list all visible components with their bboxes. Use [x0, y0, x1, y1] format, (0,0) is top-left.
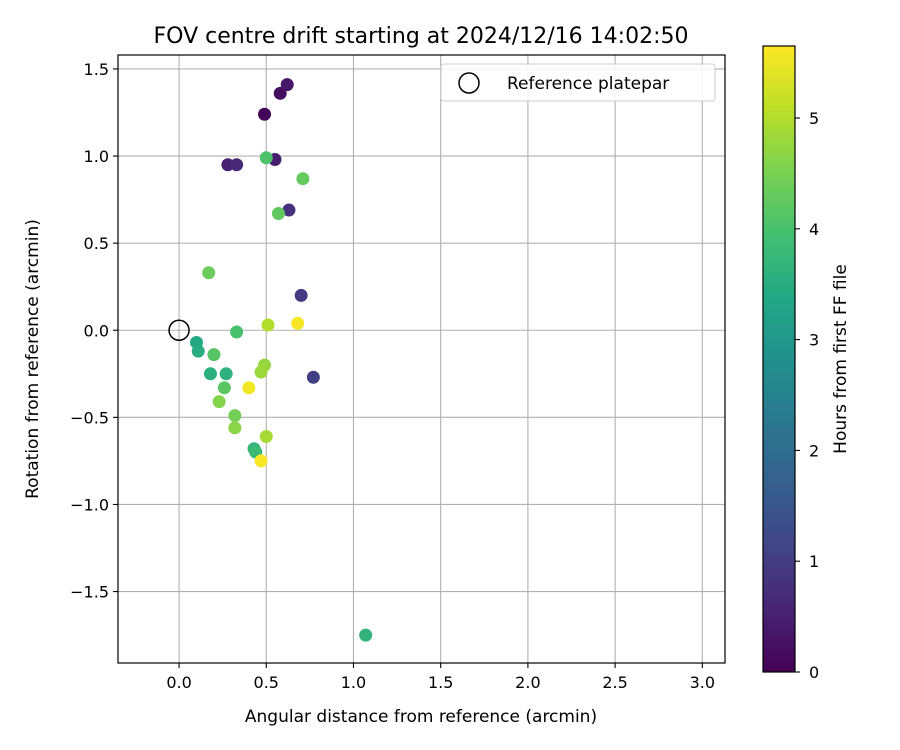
colorbar-tick-label: 4 — [809, 220, 819, 239]
colorbar-tick-label: 5 — [809, 109, 819, 128]
y-tick-label: 0.0 — [84, 321, 109, 340]
y-axis-ticks: 1.5 1.0 0.5 0.0 −0.5 −1.0 −1.5 — [70, 60, 118, 602]
y-tick-label: −1.5 — [70, 583, 109, 602]
y-tick-label: 1.0 — [84, 147, 109, 166]
legend-reference-marker — [458, 72, 480, 94]
data-point — [242, 381, 256, 395]
colorbar-label: Hours from first FF file — [831, 264, 851, 454]
grid — [118, 55, 725, 663]
data-point — [254, 454, 268, 468]
data-point — [259, 151, 273, 165]
data-point — [230, 325, 244, 339]
data-point — [258, 107, 272, 121]
colorbar-ticks: 0 1 2 3 4 5 — [795, 109, 819, 682]
data-point — [282, 203, 296, 217]
data-point — [291, 316, 305, 330]
data-point — [273, 86, 287, 100]
y-axis-label: Rotation from reference (arcmin) — [23, 219, 43, 499]
data-point — [280, 78, 294, 92]
x-tick-label: 2.5 — [602, 673, 627, 692]
legend: Reference platepar — [440, 63, 716, 102]
data-point — [359, 628, 373, 642]
data-point — [261, 318, 275, 332]
x-tick-label: 0.0 — [166, 673, 191, 692]
reference-platepar-marker — [168, 319, 190, 342]
data-point — [217, 381, 231, 395]
data-point — [228, 421, 242, 435]
data-point — [202, 266, 216, 280]
data-points — [189, 78, 373, 642]
data-point — [254, 365, 268, 379]
x-tick-label: 0.5 — [254, 673, 279, 692]
legend-entry-label: Reference platepar — [507, 74, 669, 94]
data-point — [306, 370, 320, 384]
colorbar-tick-label: 3 — [809, 331, 819, 350]
x-axis-label: Angular distance from reference (arcmin) — [245, 707, 597, 727]
data-point — [230, 158, 244, 172]
data-point — [259, 430, 273, 444]
plot-frame — [117, 54, 726, 664]
legend-box — [440, 63, 716, 102]
data-point — [294, 288, 308, 302]
reference-layer — [168, 319, 190, 342]
data-point — [212, 395, 226, 409]
colorbar-tick-label: 2 — [809, 441, 819, 460]
y-tick-label: 1.5 — [84, 60, 109, 79]
data-point — [228, 409, 242, 423]
y-tick-label: −0.5 — [70, 408, 109, 427]
data-point — [207, 348, 221, 362]
chart-title: FOV centre drift starting at 2024/12/16 … — [154, 24, 689, 49]
y-tick-label: −1.0 — [70, 495, 109, 514]
x-tick-label: 3.0 — [690, 673, 715, 692]
data-point — [296, 172, 310, 186]
data-point — [219, 367, 233, 381]
colorbar-tick-label: 1 — [809, 552, 819, 571]
y-tick-label: 0.5 — [84, 234, 109, 253]
x-tick-label: 1.5 — [428, 673, 453, 692]
x-tick-label: 1.0 — [341, 673, 366, 692]
colorbar-tick-label: 0 — [809, 663, 819, 682]
colorbar-gradient — [763, 46, 795, 672]
colorbar-frame — [762, 45, 796, 673]
x-tick-label: 2.0 — [515, 673, 540, 692]
data-point — [271, 207, 285, 221]
colorbar: 0 1 2 3 4 5 Hours from first FF file — [762, 45, 851, 682]
data-point — [203, 367, 217, 381]
x-axis-ticks: 0.0 0.5 1.0 1.5 2.0 2.5 3.0 — [166, 663, 715, 692]
data-point — [191, 344, 205, 358]
